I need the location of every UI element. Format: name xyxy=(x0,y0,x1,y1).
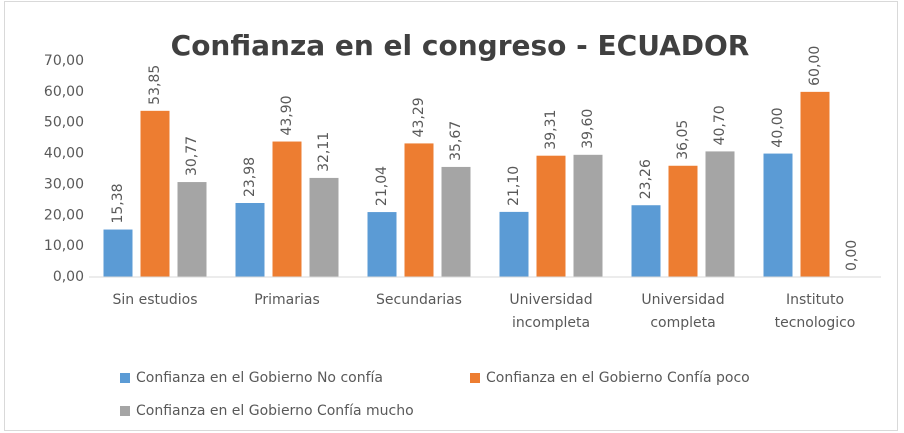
x-tick-label: Secundarias xyxy=(376,292,462,308)
value-label: 30,77 xyxy=(184,136,200,176)
value-label: 43,29 xyxy=(411,97,427,137)
value-label: 36,05 xyxy=(675,120,691,160)
value-label: 21,10 xyxy=(506,166,522,206)
y-tick-label: 0,00 xyxy=(53,269,84,285)
value-label: 40,70 xyxy=(712,105,728,145)
value-label: 21,04 xyxy=(374,166,390,206)
value-label: 60,00 xyxy=(807,46,823,86)
legend-swatch xyxy=(470,373,480,383)
bar xyxy=(367,212,397,277)
bar xyxy=(573,154,603,277)
legend-swatch xyxy=(120,406,130,416)
bar xyxy=(763,153,793,277)
x-tick-label: Instituto tecnologico xyxy=(775,292,856,331)
value-label: 39,31 xyxy=(543,110,559,150)
value-label: 23,98 xyxy=(242,157,258,197)
value-label: 53,85 xyxy=(147,65,163,105)
bar xyxy=(140,110,170,277)
y-tick-label: 10,00 xyxy=(44,238,84,254)
bar xyxy=(705,151,735,277)
x-tick-label: Universidad incompleta xyxy=(509,292,592,331)
y-tick-label: 50,00 xyxy=(44,115,84,131)
value-label: 39,60 xyxy=(580,109,596,149)
bar xyxy=(441,166,471,277)
value-label: 23,26 xyxy=(638,159,654,199)
value-label: 0,00 xyxy=(844,240,860,271)
value-label: 32,11 xyxy=(316,132,332,172)
chart-title: Confianza en el congreso - ECUADOR xyxy=(171,29,750,62)
bar xyxy=(103,229,133,277)
y-tick-label: 20,00 xyxy=(44,207,84,223)
bar xyxy=(309,177,339,277)
x-tick-label: Sin estudios xyxy=(112,292,197,308)
bar xyxy=(668,165,698,277)
y-tick-label: 60,00 xyxy=(44,84,84,100)
y-tick-label: 40,00 xyxy=(44,146,84,162)
legend-label: Confianza en el Gobierno No confía xyxy=(136,370,383,386)
x-tick-label: Universidad completa xyxy=(641,292,724,331)
legend-label: Confianza en el Gobierno Confía mucho xyxy=(136,403,414,419)
bar xyxy=(536,155,566,277)
legend-label: Confianza en el Gobierno Confía poco xyxy=(486,370,750,386)
bar xyxy=(499,211,529,277)
bar xyxy=(800,91,830,277)
y-tick-label: 30,00 xyxy=(44,176,84,192)
value-label: 43,90 xyxy=(279,95,295,135)
value-label: 15,38 xyxy=(110,183,126,223)
bar xyxy=(235,203,265,277)
value-label: 35,67 xyxy=(448,121,464,161)
bar xyxy=(404,143,434,277)
value-label: 40,00 xyxy=(770,107,786,147)
bar xyxy=(631,205,661,277)
legend-swatch xyxy=(120,373,130,383)
bar xyxy=(272,141,302,277)
bar xyxy=(177,182,207,277)
x-tick-label: Primarias xyxy=(254,292,320,308)
y-tick-label: 70,00 xyxy=(44,53,84,69)
